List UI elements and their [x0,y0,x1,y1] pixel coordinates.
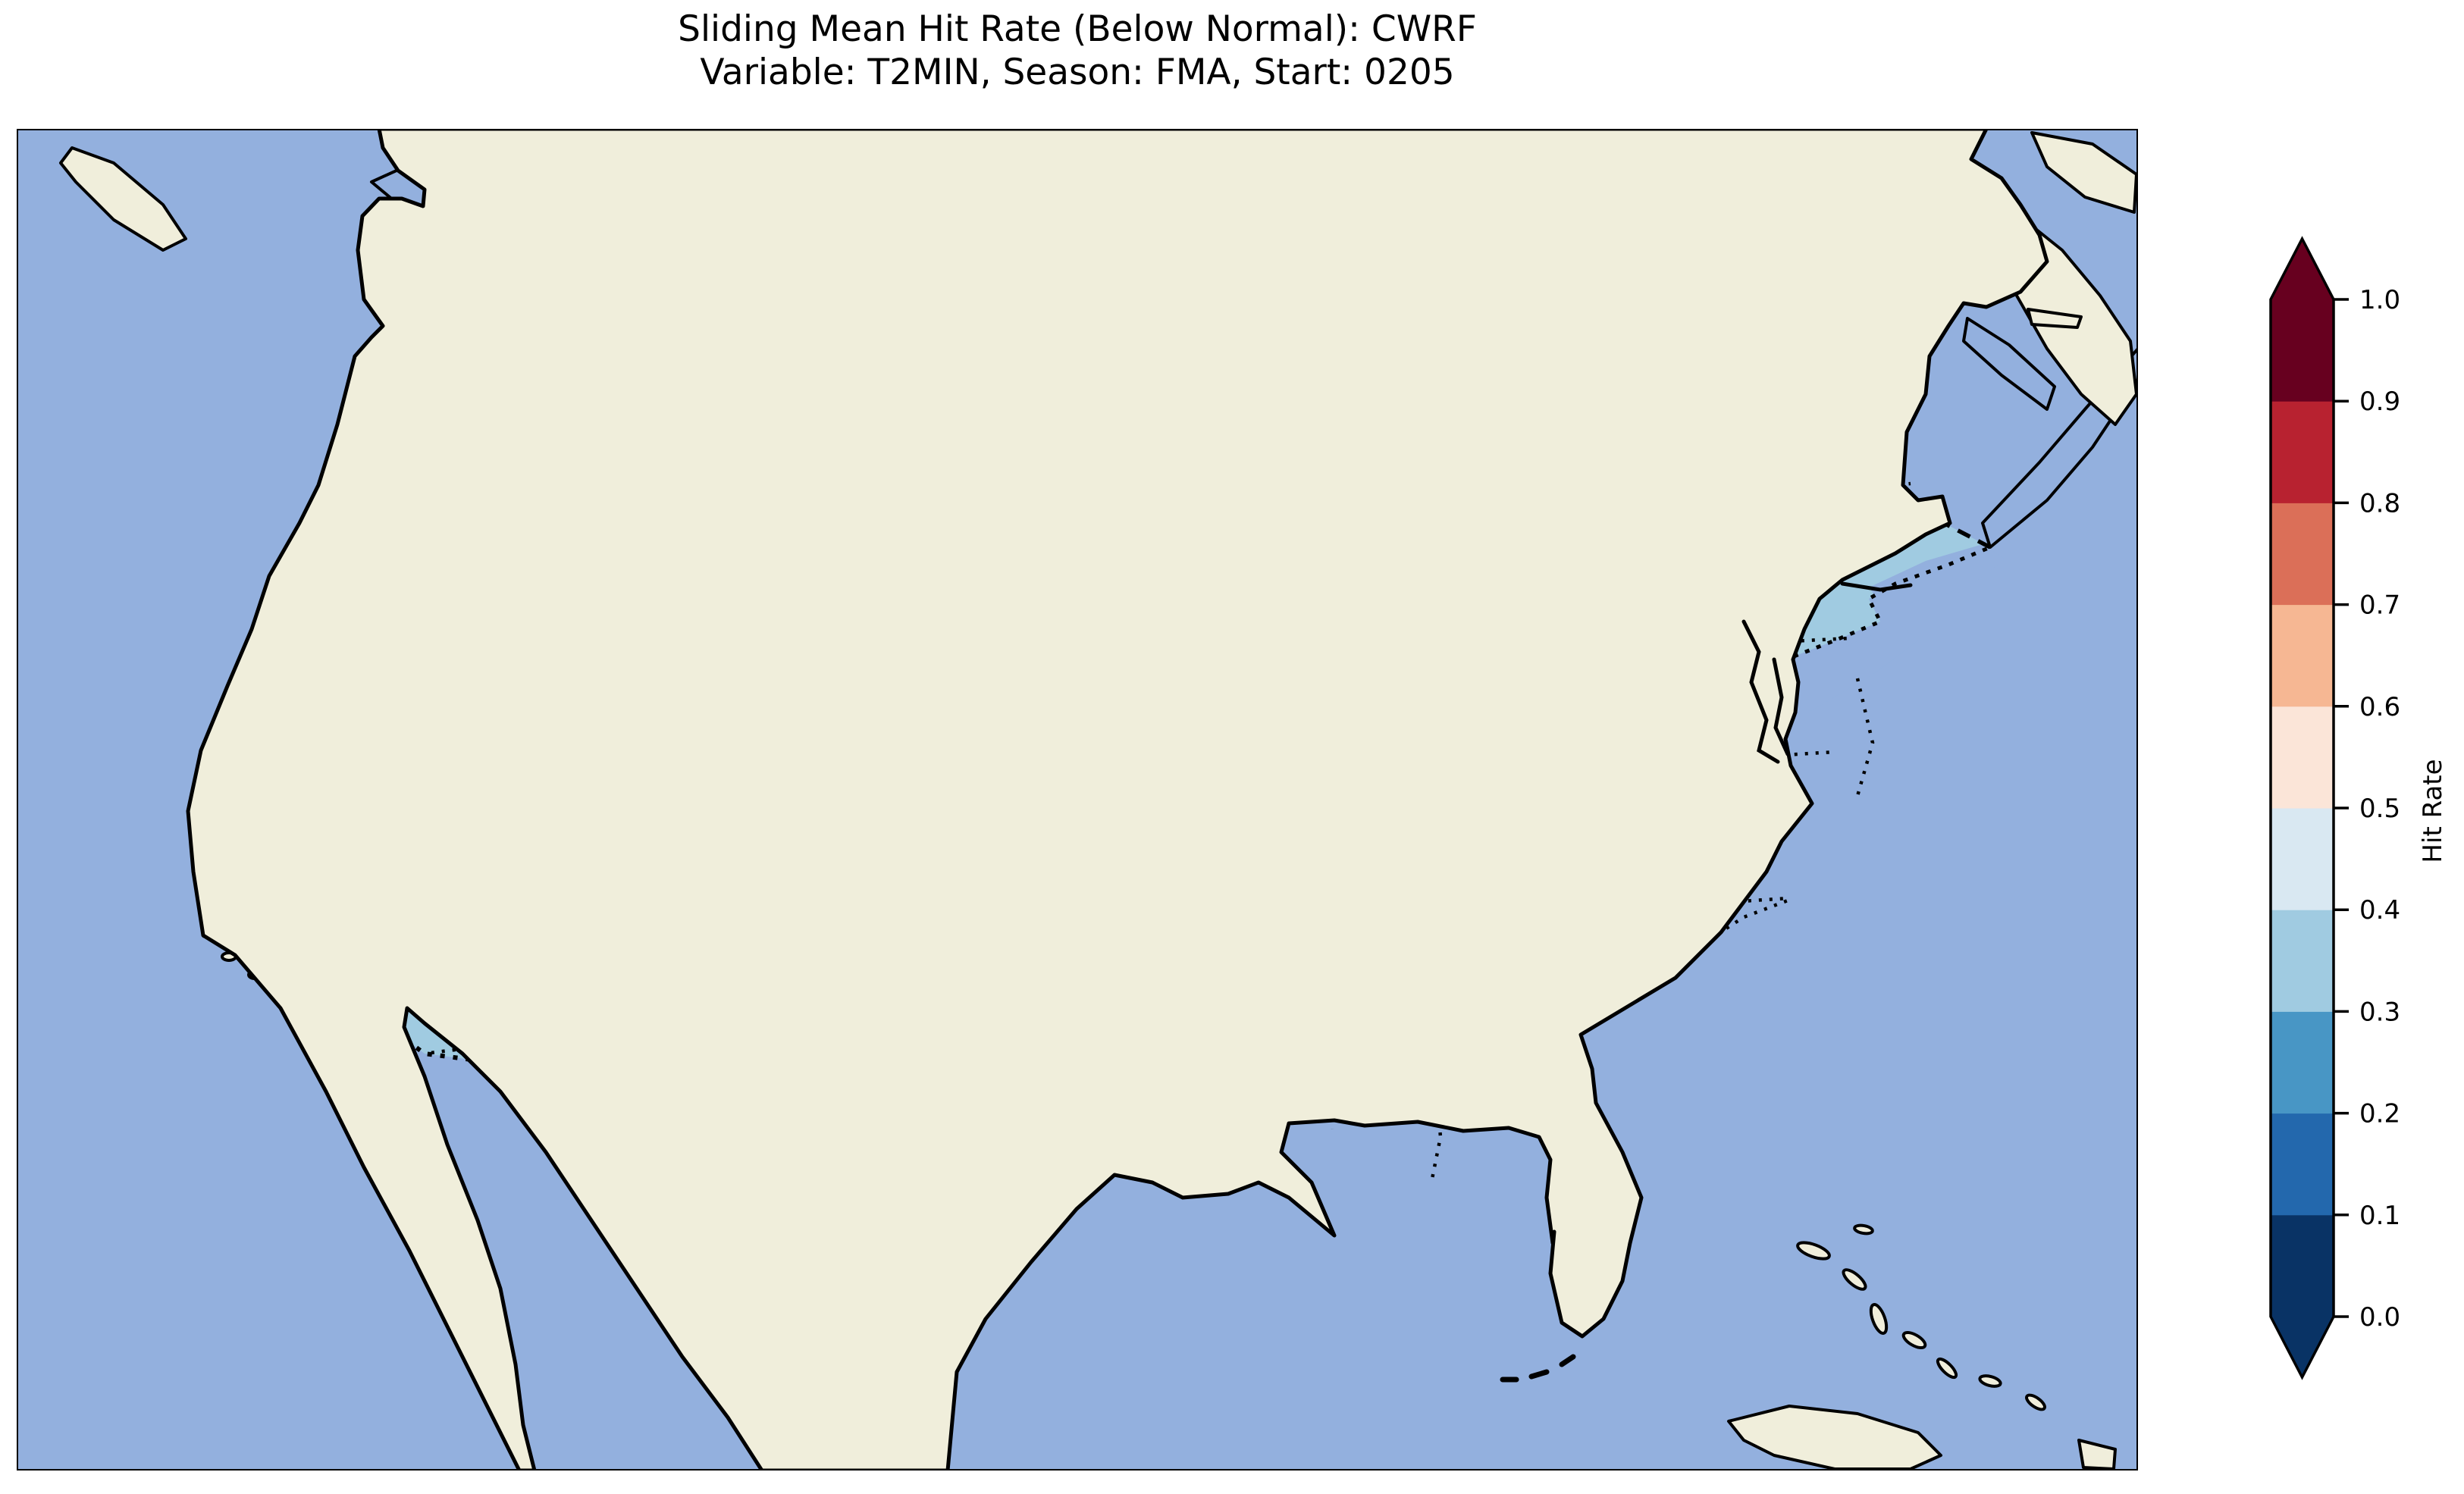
colorbar-ticks: 1.0 0.9 0.8 0.7 0.6 0.5 0.4 0.3 0.2 0.1 0.0 [2334,285,2400,1333]
colorbar-tick-label: 0.9 [2359,387,2400,417]
bahama-island [1936,1357,1958,1380]
cuba [1727,1405,1942,1471]
colorbar-svg: 1.0 0.9 0.8 0.7 0.6 0.5 0.4 0.3 0.2 0.1 0.0 Hit Ra… [2269,236,2448,1380]
colorbar-tick-label: 0.7 [2359,590,2400,621]
colorbar-bin-0.7-0.8 [2271,503,2334,606]
colorbar-tick-label: 0.0 [2359,1302,2400,1333]
prince-edward-island [2027,308,2083,329]
colorbar-tick-label: 0.5 [2359,794,2400,824]
colorbar-bin-0.4-0.5 [2271,808,2334,910]
bahama-island [1796,1241,1831,1261]
colorbar: 1.0 0.9 0.8 0.7 0.6 0.5 0.4 0.3 0.2 0.1 0.0 Hit Ra… [2237,182,2464,1455]
colorbar-segments [2269,236,2335,1380]
colorbar-extend-under [2271,1317,2334,1377]
bahama-island [1853,1223,1874,1236]
colorbar-bin-0.9-1.0 [2271,299,2334,402]
colorbar-bin-0.6-0.7 [2271,604,2334,707]
colorbar-bin-0.8-0.9 [2271,401,2334,503]
chart-title: Sliding Mean Hit Rate (Below Normal): CW… [17,8,2138,95]
chart-title-line2: Variable: T2MIN, Season: FMA, Start: 020… [700,52,1455,94]
bahama-island [1901,1330,1927,1350]
colorbar-bin-0.1-0.2 [2271,1113,2334,1216]
colorbar-tick-label: 0.6 [2359,692,2400,722]
colorbar-tick-label: 0.3 [2359,997,2400,1027]
colorbar-axis-label: Hit Rate [2418,759,2448,863]
bay-shorelines [1741,581,1913,764]
bahama-island [2025,1393,2046,1411]
chart-title-line1: Sliding Mean Hit Rate (Below Normal): CW… [678,8,1477,50]
colorbar-bin-0.5-0.6 [2271,706,2334,809]
bahama-island [1869,1303,1889,1335]
colorbar-tick-label: 0.4 [2359,895,2400,926]
vancouver-island [59,146,187,252]
colorbar-bin-0.3-0.4 [2271,910,2334,1012]
colorbar-bin-0.0-0.1 [2271,1214,2334,1317]
colorbar-tick-label: 0.8 [2359,488,2400,518]
bay-of-fundy [1962,317,2056,411]
colorbar-extend-over [2271,239,2334,299]
bahama-island [1978,1374,2002,1388]
colorbar-tick-label: 0.2 [2359,1099,2400,1129]
colorbar-tick-label: 1.0 [2359,285,2400,315]
newfoundland [2030,131,2138,214]
florida-keys [1500,1354,1576,1383]
colorbar-tick-label: 0.1 [2359,1201,2400,1231]
colorbar-bin-0.2-0.3 [2271,1011,2334,1114]
bahama-island [1842,1268,1867,1291]
